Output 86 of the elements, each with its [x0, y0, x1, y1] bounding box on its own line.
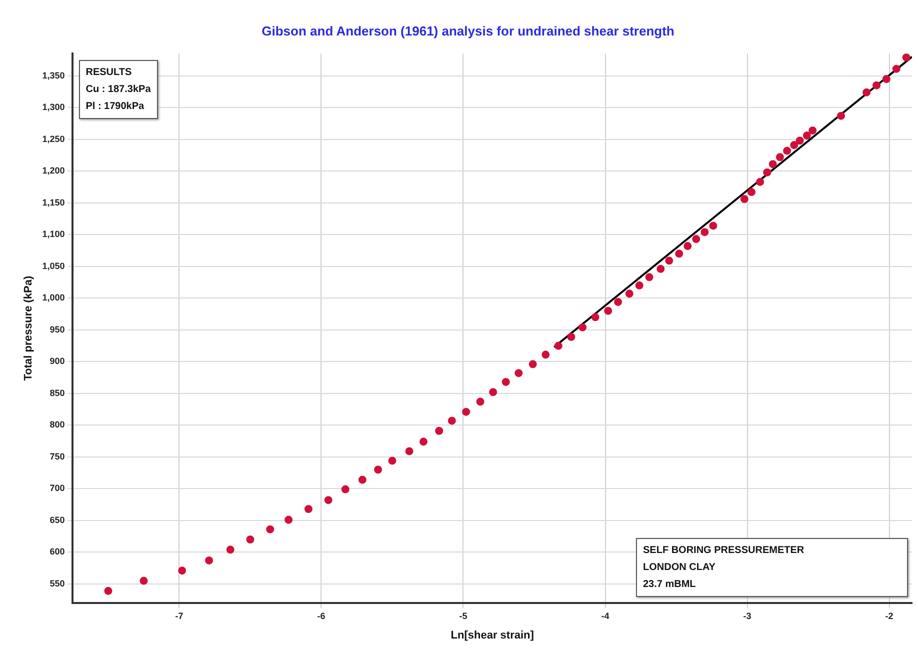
point: [635, 281, 644, 290]
point: [476, 398, 484, 406]
y-tick-label: 800: [50, 420, 65, 430]
point: [266, 525, 274, 534]
point: [665, 256, 674, 265]
point: [625, 290, 634, 298]
y-tick-label: 900: [50, 356, 65, 366]
point: [748, 188, 756, 196]
point: [226, 546, 234, 554]
point: [419, 438, 428, 446]
point: [502, 378, 510, 386]
y-tick-label: 1,200: [42, 166, 65, 176]
y-tick-label: 550: [50, 578, 65, 588]
point: [790, 141, 798, 150]
point: [604, 306, 612, 315]
point: [756, 178, 764, 186]
x-tick-label: -3: [743, 610, 752, 621]
point: [246, 535, 254, 544]
point: [763, 168, 772, 176]
point: [374, 466, 382, 474]
point: [740, 195, 748, 204]
point: [768, 160, 777, 168]
point: [591, 313, 600, 322]
point: [284, 516, 293, 524]
point: [808, 126, 817, 134]
point: [489, 388, 498, 396]
y-tick-label: 1,100: [42, 229, 65, 240]
point: [675, 250, 684, 258]
point: [882, 75, 890, 84]
y-tick-label: 1,150: [42, 197, 65, 208]
point: [388, 456, 396, 465]
y-tick-label: 1,050: [42, 260, 65, 271]
point: [341, 485, 350, 494]
point: [872, 81, 880, 90]
x-tick-label: -6: [317, 610, 326, 621]
x-tick-label: -5: [459, 610, 468, 621]
point: [836, 112, 845, 120]
point: [324, 496, 332, 504]
point: [178, 566, 186, 575]
point: [104, 586, 112, 595]
y-tick-label: 1,250: [42, 134, 65, 144]
chart-title: Gibson and Anderson (1961) analysis for undrained shear strength: [262, 23, 674, 38]
point: [684, 242, 692, 250]
point: [205, 556, 214, 564]
point: [692, 235, 700, 244]
point: [435, 426, 444, 435]
point: [358, 476, 366, 484]
point: [567, 332, 576, 341]
point: [862, 88, 871, 96]
point: [448, 416, 456, 425]
y-tick-label: 1,300: [42, 102, 65, 112]
point: [578, 323, 587, 332]
text-box: RESULTS Cu : 187.3kPa Pl : 1790kPa: [78, 60, 158, 119]
point: [656, 264, 665, 273]
x-axis-title: Ln[shear strain]: [450, 629, 534, 642]
text-box: SELF BORING PRESSUREMETER LONDON CLAY 23.7 mBML: [636, 538, 908, 597]
point: [802, 132, 811, 140]
point: [614, 298, 622, 306]
y-tick-label: 700: [50, 483, 65, 494]
point: [140, 576, 148, 585]
y-tick-label: 1,350: [42, 70, 65, 80]
point: [645, 273, 654, 282]
point: [700, 228, 709, 236]
y-tick-label: 1,000: [42, 292, 65, 303]
x-tick-label: -2: [885, 610, 894, 621]
x-tick-label: -4: [601, 610, 610, 621]
y-axis-title: Total pressure (kPa): [22, 276, 35, 381]
point: [514, 369, 523, 378]
point: [304, 505, 312, 513]
point: [462, 408, 470, 416]
point: [892, 64, 900, 73]
point: [542, 350, 550, 359]
y-tick-label: 600: [50, 546, 65, 557]
point: [405, 447, 414, 456]
point: [783, 146, 792, 155]
point: [528, 360, 537, 368]
point: [796, 136, 804, 145]
y-tick-label: 850: [50, 388, 65, 398]
point: [709, 222, 718, 230]
x-tick-label: -7: [175, 610, 184, 621]
y-tick-label: 650: [50, 514, 65, 525]
point: [902, 54, 910, 62]
point: [776, 153, 784, 162]
point: [554, 342, 562, 350]
y-tick-label: 750: [50, 451, 65, 462]
y-tick-label: 950: [50, 324, 65, 334]
